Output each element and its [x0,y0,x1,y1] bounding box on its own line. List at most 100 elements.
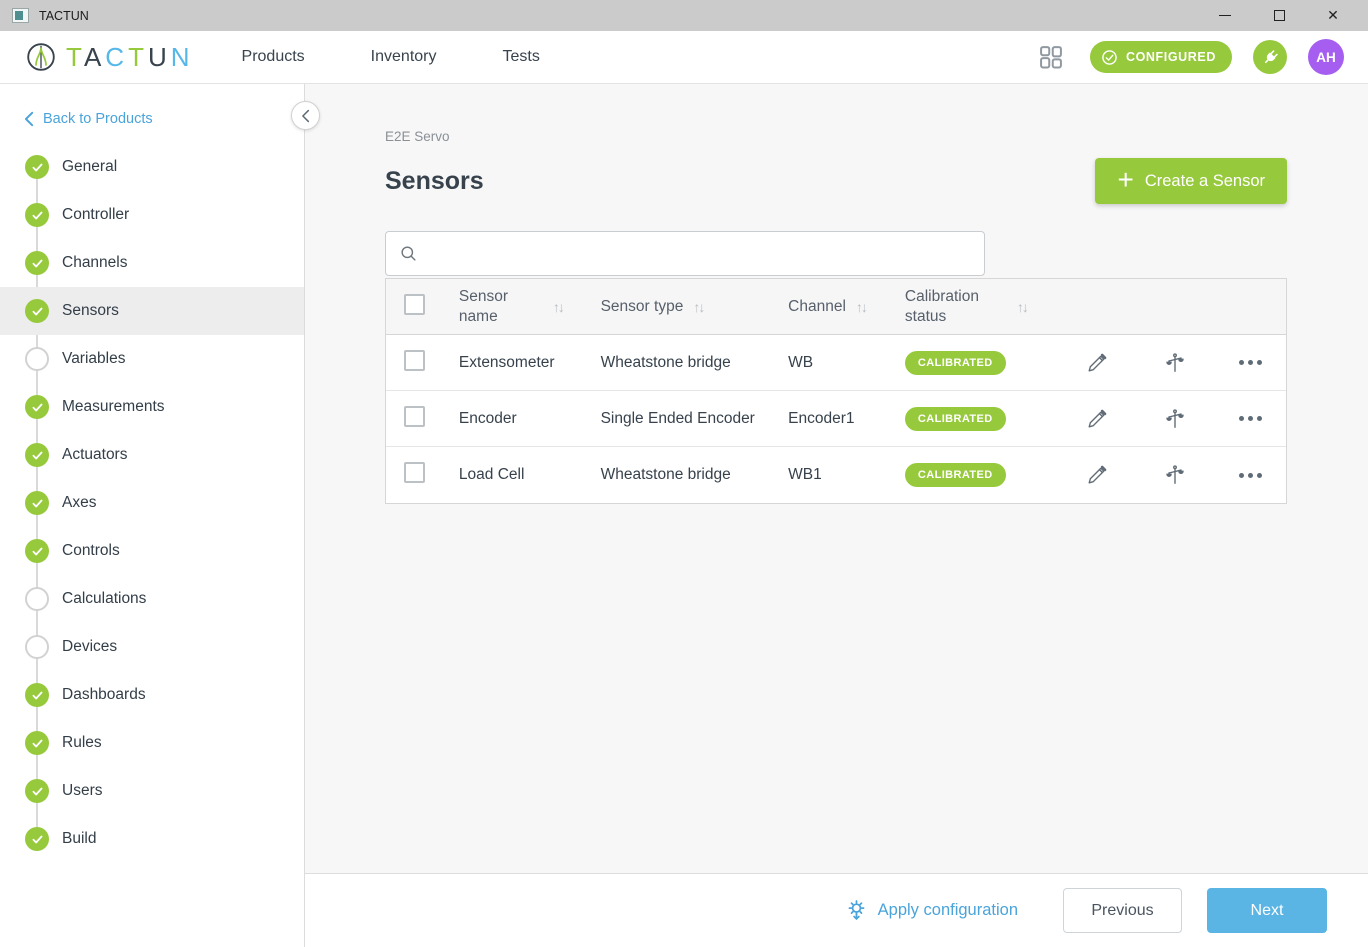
cell-sensor-type: Wheatstone bridge [600,353,731,371]
more-options-icon[interactable] [1235,356,1266,369]
footer-action-bar: Apply configuration Previous Next [305,873,1368,947]
gear-download-icon [848,900,865,921]
sensors-table: Sensor name ↑↓ Sensor type ↑↓ Channel ↑↓ [385,278,1287,504]
edit-pencil-icon[interactable] [1082,404,1112,434]
configured-status-badge: CONFIGURED [1089,41,1232,73]
cell-sensor-name: Encoder [458,409,517,427]
check-icon [25,731,49,755]
cell-channel: Encoder1 [788,409,855,427]
chevron-left-icon [24,111,34,127]
sort-icon[interactable]: ↑↓ [1016,298,1029,315]
edit-pencil-icon[interactable] [1082,460,1112,490]
sidebar-item-sensors[interactable]: Sensors [0,287,304,335]
top-navbar: TACTUN Products Inventory Tests [0,31,1368,84]
check-icon [25,779,49,803]
back-to-products-link[interactable]: Back to Products [24,111,304,127]
close-button[interactable]: ✕ [1318,3,1348,28]
check-icon [25,299,49,323]
check-icon [25,491,49,515]
calibrate-scale-icon[interactable] [1160,460,1190,490]
window-title: TACTUN [39,8,89,23]
check-icon [25,539,49,563]
check-icon [25,443,49,467]
sidebar-item-channels[interactable]: Channels [0,239,304,287]
cell-sensor-name: Extensometer [458,353,555,371]
sidebar-item-rules[interactable]: Rules [0,719,304,767]
cell-sensor-type: Single Ended Encoder [600,409,755,427]
check-icon [25,395,49,419]
sort-icon[interactable]: ↑↓ [693,298,705,315]
status-badge: CALIBRATED [904,406,1006,431]
empty-circle-icon [25,587,49,611]
header-channel: Channel [788,297,846,315]
next-button[interactable]: Next [1207,888,1327,933]
calibrate-scale-icon[interactable] [1160,404,1190,434]
previous-button[interactable]: Previous [1063,888,1182,933]
main-nav: Products Inventory Tests [242,48,540,66]
search-box [385,231,985,276]
sidebar-item-users[interactable]: Users [0,767,304,815]
edit-pencil-icon[interactable] [1082,348,1112,378]
dashboard-grid-icon[interactable] [1033,39,1069,75]
check-circle-icon [1102,49,1117,65]
row-checkbox[interactable] [404,405,425,427]
more-options-icon[interactable] [1235,469,1266,482]
sidebar-item-dashboards[interactable]: Dashboards [0,671,304,719]
sort-icon[interactable]: ↑↓ [552,298,565,315]
configuration-sidebar: Back to Products General Controller Chan… [0,84,305,947]
sidebar-item-controls[interactable]: Controls [0,527,304,575]
check-icon [25,155,49,179]
user-avatar[interactable]: AH [1308,39,1344,75]
more-options-icon[interactable] [1235,412,1266,425]
search-input[interactable] [428,245,971,262]
minimize-button[interactable] [1210,3,1240,28]
table-row[interactable]: Load Cell Wheatstone bridge WB1 CALIBRAT… [386,447,1286,503]
header-calibration-status: Calibration status [904,288,979,325]
check-icon [25,683,49,707]
status-badge: CALIBRATED [904,463,1006,487]
table-row[interactable]: Encoder Single Ended Encoder Encoder1 CA… [386,391,1286,447]
row-checkbox[interactable] [404,349,425,371]
sidebar-item-axes[interactable]: Axes [0,479,304,527]
apply-configuration-button[interactable]: Apply configuration [845,899,1018,922]
cell-channel: WB [788,353,814,371]
empty-circle-icon [25,635,49,659]
empty-circle-icon [25,347,49,371]
sidebar-item-variables[interactable]: Variables [0,335,304,383]
maximize-button[interactable] [1264,3,1294,28]
logo-wordmark: TACTUN [66,42,194,72]
sidebar-item-devices[interactable]: Devices [0,623,304,671]
os-titlebar: TACTUN ✕ [0,0,1368,31]
row-checkbox[interactable] [404,462,425,483]
cell-channel: WB1 [788,466,822,483]
status-badge: CALIBRATED [904,350,1006,375]
nav-item-products[interactable]: Products [241,48,305,65]
tactun-logo[interactable]: TACTUN [25,41,194,73]
sidebar-item-controller[interactable]: Controller [0,191,304,239]
main-content: E2E Servo Sensors + Create a Sensor [291,84,1368,947]
configuration-steps: General Controller Channels Sensors Vari… [0,143,304,863]
connection-plug-icon[interactable] [1253,40,1287,74]
create-sensor-button[interactable]: + Create a Sensor [1095,158,1287,204]
sidebar-item-actuators[interactable]: Actuators [0,431,304,479]
page-title: Sensors [385,166,484,195]
sidebar-item-build[interactable]: Build [0,815,304,863]
search-icon [401,246,416,261]
sidebar-item-calculations[interactable]: Calculations [0,575,304,623]
header-sensor-type: Sensor type [600,297,684,315]
select-all-checkbox[interactable] [404,293,425,315]
nav-item-tests[interactable]: Tests [502,48,540,65]
nav-item-inventory[interactable]: Inventory [370,48,437,65]
header-sensor-name: Sensor name [458,288,509,325]
check-icon [25,251,49,275]
sort-icon[interactable]: ↑↓ [855,298,868,315]
table-row[interactable]: Extensometer Wheatstone bridge WB CALIBR… [386,335,1286,391]
check-icon [25,827,49,851]
plus-icon: + [1117,164,1134,195]
sidebar-collapse-button[interactable] [291,101,320,130]
calibrate-scale-icon[interactable] [1160,348,1190,378]
sidebar-item-measurements[interactable]: Measurements [0,383,304,431]
sidebar-item-general[interactable]: General [0,143,304,191]
check-icon [25,203,49,227]
